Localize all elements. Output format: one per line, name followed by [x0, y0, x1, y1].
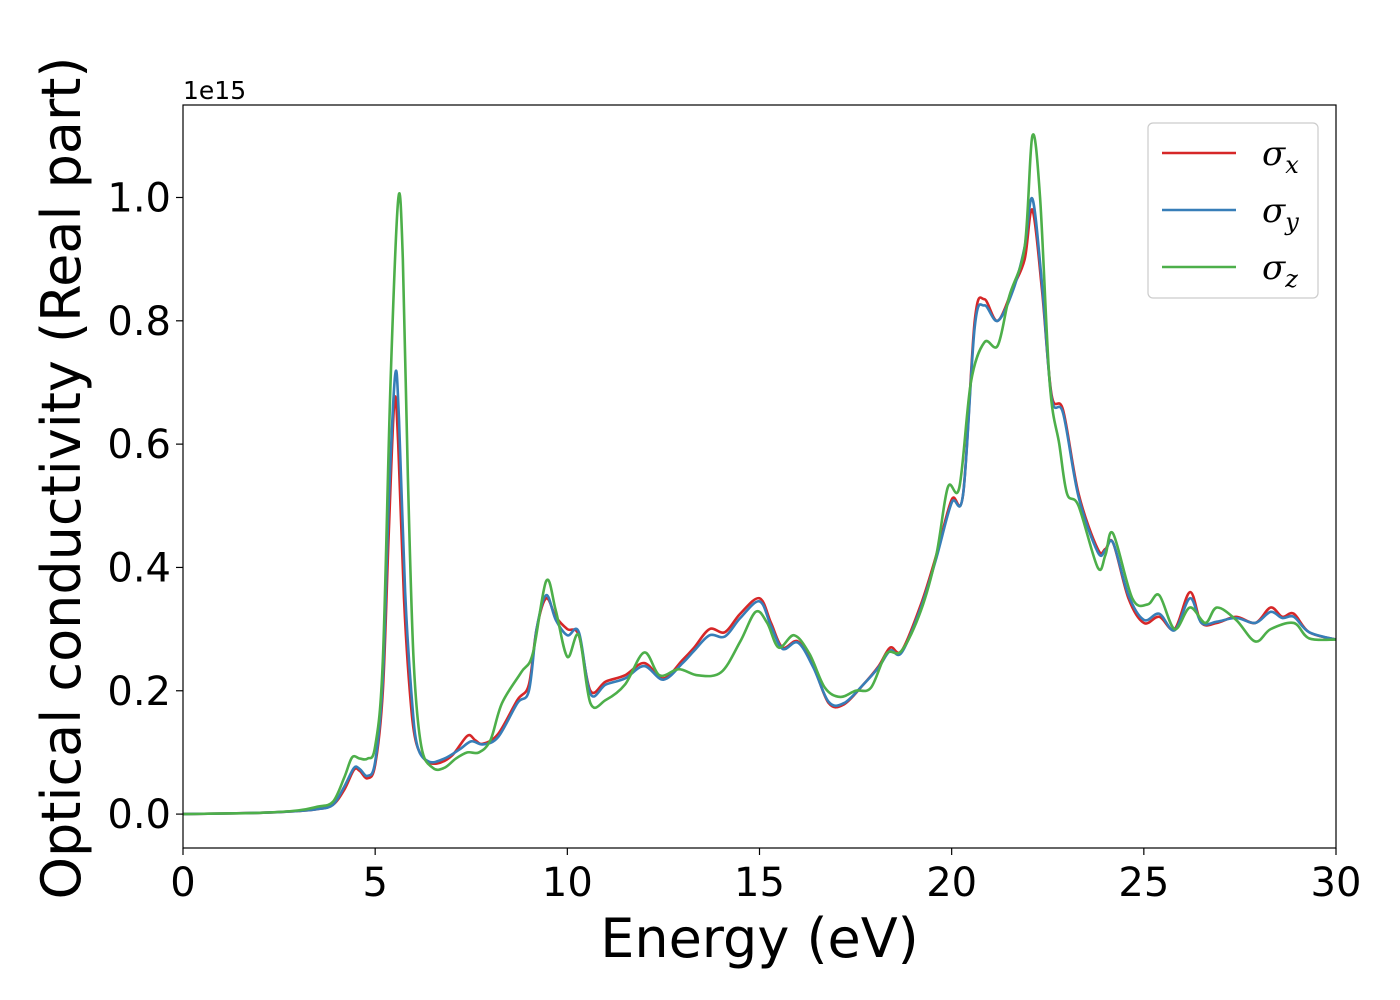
legend-label-y: σy [1262, 191, 1299, 236]
y-axis-title: Optical conductivity (Real part) [30, 57, 93, 900]
y-tick-label: 0.6 [107, 422, 171, 468]
series-line-y [183, 197, 1336, 816]
y-offset-label: 1e15 [183, 76, 246, 105]
legend: σx σy σz [1147, 122, 1319, 299]
plot-area [182, 104, 1337, 849]
x-tick-label: 0 [170, 860, 195, 906]
y-tick-label: 1.0 [107, 175, 171, 221]
x-tick-label: 25 [1118, 860, 1169, 906]
x-tick-label: 30 [1311, 860, 1362, 906]
x-axis: 0 5 10 15 20 25 30 [170, 848, 1361, 906]
legend-label-x: σx [1262, 134, 1299, 179]
y-tick-label: 0.0 [107, 792, 171, 838]
x-tick-label: 20 [926, 860, 977, 906]
y-tick-label: 0.2 [107, 669, 171, 715]
y-tick-label: 0.4 [107, 545, 171, 591]
y-tick-label: 0.8 [107, 299, 171, 345]
x-tick-label: 10 [542, 860, 593, 906]
x-tick-label: 15 [734, 860, 785, 906]
legend-label-z: σz [1262, 248, 1298, 293]
series-line-z [183, 133, 1336, 816]
x-tick-label: 5 [362, 860, 387, 906]
x-axis-title: Energy (eV) [600, 907, 919, 970]
y-axis: 0.0 0.2 0.4 0.6 0.8 1.0 [107, 175, 183, 838]
series-layer [183, 133, 1336, 816]
